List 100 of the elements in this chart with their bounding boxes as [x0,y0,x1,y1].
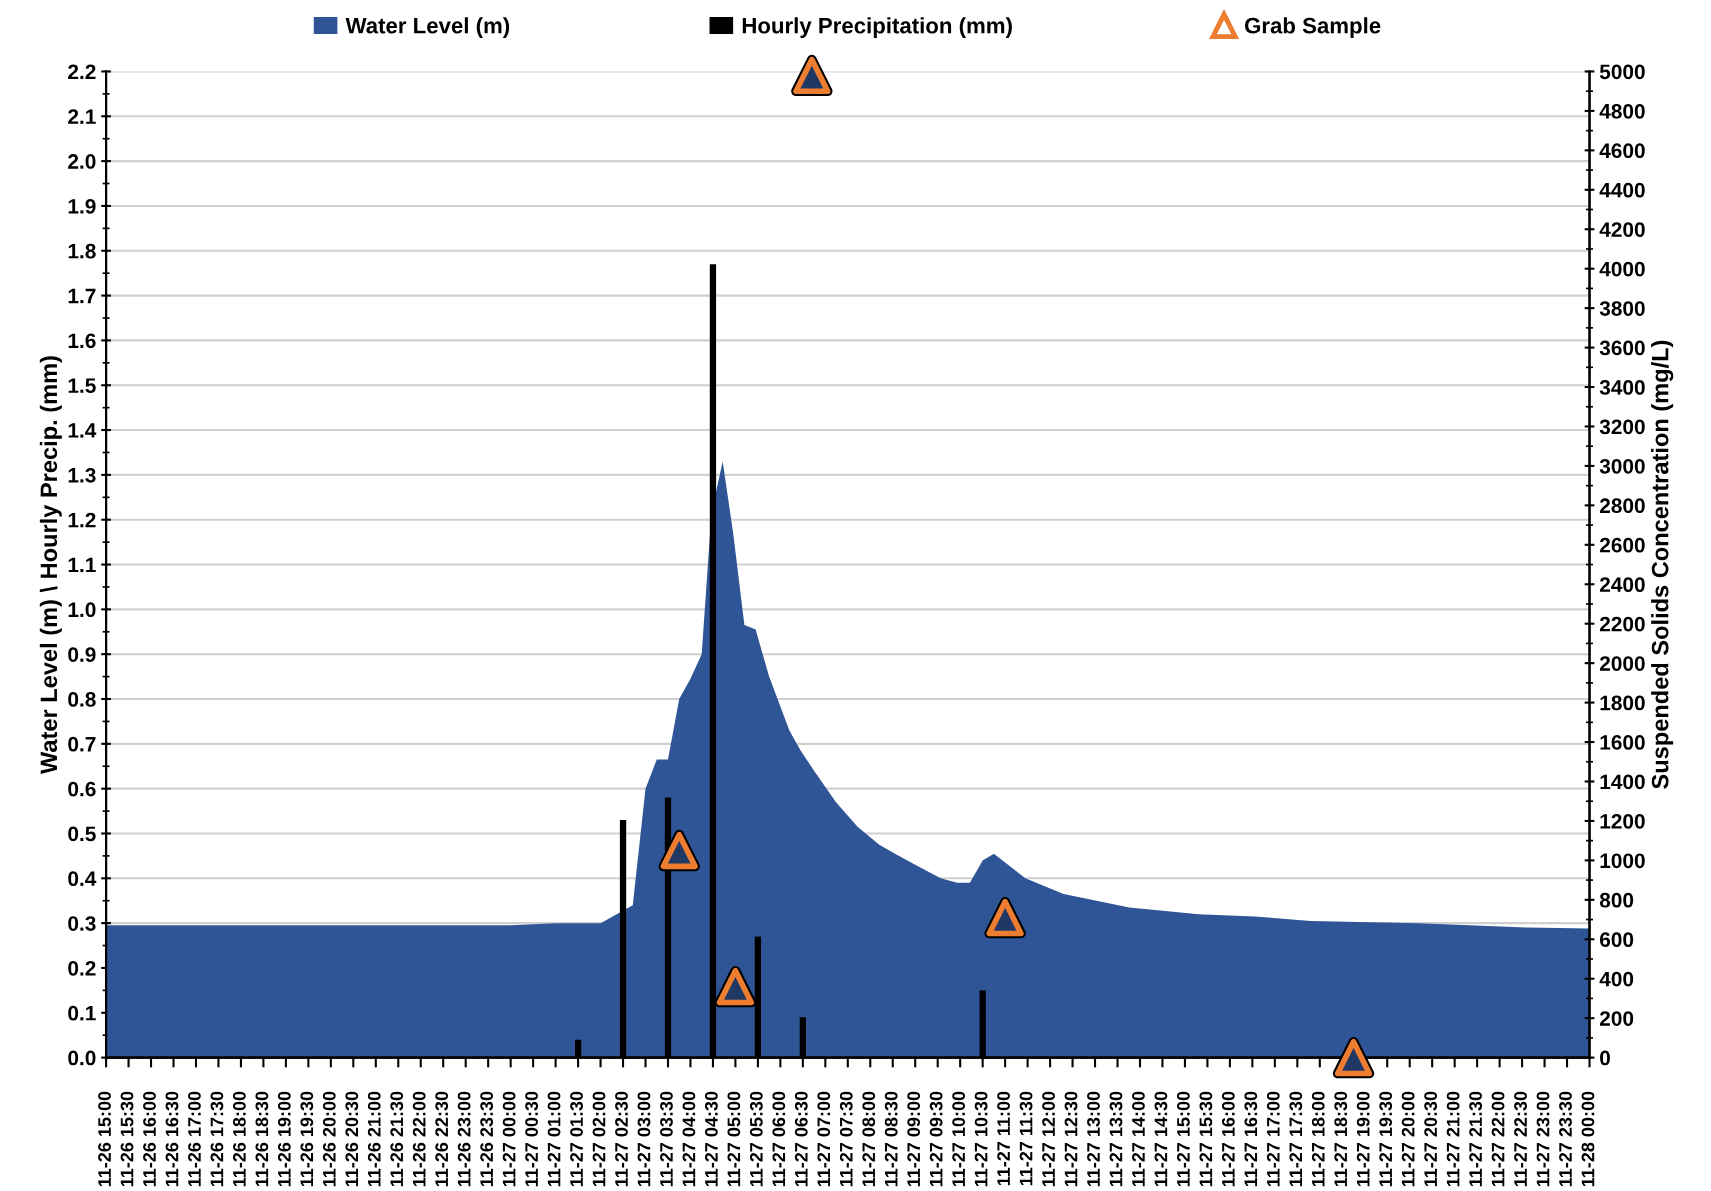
x-tick-label: 11-27 04:30 [705,1091,718,1187]
x-tick-label: 11-26 21:30 [390,1091,404,1187]
x-tick-label: 11-27 06:30 [794,1091,808,1187]
y2-tick-label: 3000 [1599,458,1645,474]
y2-tick-label: 5000 [1599,64,1645,80]
x-tick-label: 11-26 17:30 [210,1091,224,1187]
x-tick-label: 11-27 08:30 [884,1091,898,1187]
y2-tick-label: 2600 [1599,537,1645,553]
x-tick-label: 11-27 20:30 [1424,1091,1438,1187]
x-tick-label: 11-27 14:00 [1132,1091,1145,1187]
y-tick-label: 2.2 [68,64,96,80]
y2-tick-label: 3400 [1599,380,1645,395]
x-tick-label: 11-26 22:30 [435,1091,449,1187]
x-tick-label: 11-26 20:00 [322,1091,336,1187]
y2-tick-label: 400 [1599,971,1634,987]
x-tick-label: 11-27 12:30 [1064,1091,1078,1187]
x-tick-label: 11-27 07:30 [839,1091,853,1187]
y-tick-label: 1.5 [68,378,96,393]
y2-tick-label: 4400 [1599,182,1645,198]
y2-tick-label: 0 [1600,1050,1610,1066]
legend-label: Grab Sample [1244,17,1381,38]
y2-tick-label: 4200 [1599,222,1645,237]
x-tick-label: 11-27 06:00 [772,1091,786,1187]
x-tick-label: 11-27 09:30 [929,1091,943,1187]
x-tick-label: 11-27 18:30 [1334,1091,1348,1187]
x-tick-label: 11-27 22:00 [1491,1091,1505,1187]
y-tick-label: 0.3 [68,916,96,931]
x-tick-label: 11-27 15:00 [1177,1091,1190,1187]
y-tick-label: 1.3 [68,467,96,483]
x-tick-label: 11-27 09:00 [907,1091,921,1187]
y-tick-label: 0.6 [68,781,96,797]
y2-tick-label: 1000 [1600,853,1645,869]
x-tick-label: 11-27 01:30 [570,1091,583,1187]
y-tick-label: 1.0 [68,602,96,618]
x-tick-label: 11-27 21:30 [1469,1091,1483,1187]
x-tick-label: 11-27 12:00 [1042,1091,1055,1187]
y2-tick-label: 1600 [1600,735,1645,750]
x-tick-label: 11-28 00:00 [1581,1091,1595,1187]
x-tick-label: 11-27 13:30 [1109,1091,1123,1187]
x-tick-label: 11-27 14:30 [1154,1091,1168,1187]
x-tick-label: 11-27 22:30 [1514,1091,1527,1187]
y-tick-label: 2.0 [68,154,96,169]
x-tick-label: 11-27 01:00 [547,1091,561,1187]
x-tick-label: 11-27 08:00 [862,1091,876,1187]
y-tick-label: 0.0 [68,1050,96,1066]
y2-tick-label: 2200 [1599,616,1645,632]
x-tick-label: 11-27 17:30 [1289,1091,1303,1187]
x-tick-label: 11-27 23:00 [1536,1091,1550,1187]
y2-tick-label: 2400 [1599,577,1645,593]
y-tick-label: 2.1 [68,109,96,124]
x-tick-label: 11-27 19:00 [1356,1091,1370,1187]
y-tick-label: 1.2 [68,512,96,528]
y2-axis-title: Suspended Solids Concentration (mg/L) [1651,340,1674,789]
y2-tick-label: 3200 [1599,419,1645,435]
y2-tick-label: 4800 [1599,103,1645,119]
x-tick-label: 11-26 17:00 [188,1091,201,1187]
x-tick-label: 11-26 15:00 [98,1091,111,1187]
x-tick-label: 11-27 02:00 [592,1091,606,1187]
x-tick-label: 11-27 16:00 [1221,1091,1235,1187]
x-tick-label: 11-27 04:00 [682,1091,696,1187]
y-tick-label: 1.1 [68,557,96,573]
x-tick-label: 11-27 13:00 [1087,1091,1100,1187]
y2-tick-label: 4000 [1599,261,1645,277]
x-tick-label: 11-27 02:30 [615,1091,628,1187]
x-tick-label: 11-27 00:00 [502,1091,516,1187]
y-tick-label: 0.2 [68,960,96,976]
y-tick-label: 1.4 [68,423,97,438]
x-tick-label: 11-27 15:30 [1199,1091,1213,1187]
x-tick-label: 11-26 19:00 [277,1091,291,1187]
y-tick-label: 0.9 [68,647,96,662]
x-tick-label: 11-26 16:30 [165,1091,179,1187]
x-tick-label: 11-27 03:30 [660,1091,673,1187]
x-tick-label: 11-27 03:00 [637,1091,651,1187]
x-tick-label: 11-26 18:30 [255,1091,269,1187]
x-tick-label: 11-26 23:00 [457,1091,471,1187]
x-tick-label: 11-27 17:00 [1266,1091,1280,1187]
y2-tick-label: 600 [1600,932,1634,948]
y2-tick-label: 1200 [1600,813,1645,829]
x-tick-label: 11-27 19:30 [1379,1091,1393,1187]
y-tick-label: 0.1 [68,1005,96,1021]
y2-tick-label: 1400 [1600,774,1645,790]
y2-tick-label: 800 [1599,892,1634,908]
x-tick-label: 11-27 23:30 [1559,1091,1572,1187]
y2-tick-label: 200 [1599,1011,1634,1026]
x-tick-label: 11-27 07:00 [817,1091,831,1187]
y2-tick-label: 1800 [1600,695,1645,711]
x-tick-label: 11-26 23:30 [480,1091,494,1187]
y-tick-label: 1.8 [68,243,96,259]
y2-tick-label: 2800 [1599,498,1645,514]
y-axis-title: Water Level (m) \ Hourly Precip. (mm) [39,356,62,774]
x-tick-label: 11-27 11:30 [1019,1091,1033,1186]
x-tick-label: 11-26 19:30 [300,1091,314,1187]
x-tick-label: 11-26 15:30 [120,1091,134,1187]
y2-tick-label: 3800 [1599,301,1645,316]
y2-tick-label: 2000 [1599,656,1645,671]
x-tick-label: 11-27 18:00 [1311,1091,1325,1187]
legend-label: Water Level (m) [345,17,510,38]
x-tick-label: 11-26 18:00 [233,1091,246,1187]
x-tick-label: 11-26 21:00 [367,1091,381,1187]
legend-label: Hourly Precipitation (mm) [742,17,1012,38]
